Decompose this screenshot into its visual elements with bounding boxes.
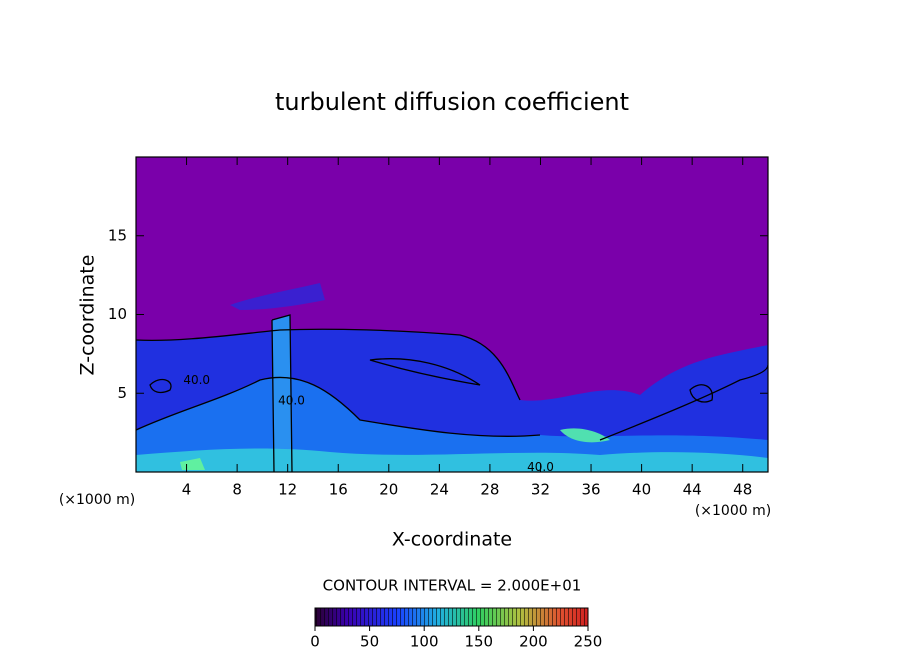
x-tick-label: 24: [430, 481, 449, 499]
colorbar-frame: [314, 607, 589, 627]
x-tick-label: 20: [379, 481, 398, 499]
y-unit: (×1000 m): [59, 492, 135, 508]
contour-label: 40.0: [183, 373, 210, 387]
y-axis-title: Z-coordinate: [77, 255, 99, 376]
colorbar-tick-label: 0: [310, 633, 320, 651]
x-tick-label: 28: [480, 481, 499, 499]
contour-label: 40.0: [527, 460, 554, 474]
x-tick-label: 16: [329, 481, 348, 499]
y-tick-label: 5: [117, 384, 127, 402]
colorbar-cells: [315, 608, 588, 626]
x-unit: (×1000 m): [695, 503, 771, 519]
x-tick-label: 8: [232, 481, 242, 499]
x-tick-label: 40: [632, 481, 651, 499]
colorbar-tick-label: 200: [519, 633, 548, 651]
x-tick-label: 4: [182, 481, 192, 499]
colorbar-tick-label: 150: [464, 633, 493, 651]
x-tick-label: 48: [733, 481, 752, 499]
chart-title: turbulent diffusion coefficient: [275, 88, 629, 116]
contour-label: 40.0: [278, 394, 305, 408]
x-axis-title: X-coordinate: [392, 529, 512, 551]
x-tick-label: 12: [278, 481, 297, 499]
colorbar-tick-label: 250: [574, 633, 603, 651]
y-tick-label: 15: [108, 226, 127, 244]
colorbar-tick-label: 50: [360, 633, 379, 651]
x-tick-label: 32: [531, 481, 550, 499]
x-tick-label: 36: [581, 481, 600, 499]
field: [136, 157, 768, 472]
contour-interval: CONTOUR INTERVAL = 2.000E+01: [323, 577, 582, 595]
colorbar-tick-label: 100: [410, 633, 439, 651]
x-tick-label: 44: [683, 481, 702, 499]
y-tick-label: 10: [108, 305, 127, 323]
